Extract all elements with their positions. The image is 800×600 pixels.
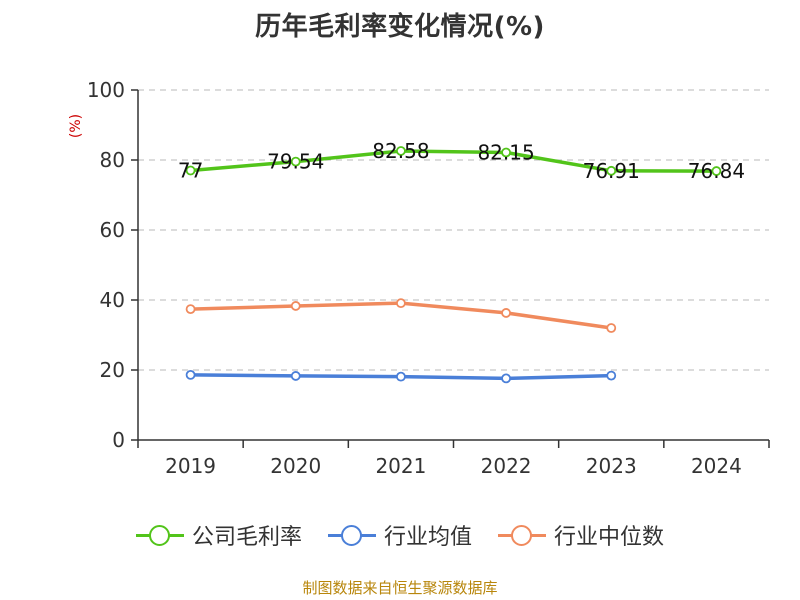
data-labels: 77 79.54 82.58 82.15 76.91 76.84 [178,139,745,183]
data-label: 82.58 [372,139,429,163]
legend-label: 行业均值 [383,525,472,550]
source-footnote: 制图数据来自恒生聚源数据库 [302,579,498,597]
data-point[interactable] [396,146,406,156]
legend-swatch-icon [327,523,376,547]
data-point[interactable] [290,371,301,381]
y-tick-label: 80 [100,148,125,172]
series-line [188,149,719,173]
y-tick-label: 20 [100,358,125,382]
data-point[interactable] [501,308,511,318]
data-label: 79.54 [267,150,324,174]
data-point[interactable] [606,165,617,176]
y-axis-unit-label: (%) [68,114,84,138]
axes: 0 20 40 60 80 100 2019 2020 2021 2022 2023 2024 [87,78,770,478]
data-point[interactable] [396,371,406,382]
x-tick-label: 2024 [691,454,742,478]
y-tick-label: 40 [100,288,125,312]
data-point[interactable] [396,298,406,309]
grid-lines [138,89,769,371]
legend-swatch-icon [498,523,546,547]
legend-label: 公司毛利率 [191,525,302,550]
data-label: 77 [178,159,203,183]
data-label: 76.91 [583,159,640,183]
data-point[interactable] [711,166,722,176]
legend-item[interactable]: 公司毛利率 [135,519,302,551]
data-point[interactable] [185,165,196,176]
data-point[interactable] [185,304,196,315]
y-tick-label: 60 [100,218,125,242]
data-label: 76.84 [688,159,745,183]
legend-item[interactable]: 行业中位数 [498,519,664,551]
chart-title: 历年毛利率变化情况(%) [255,12,545,42]
data-point[interactable] [501,373,511,384]
legend-label: 行业中位数 [554,525,665,550]
x-tick-label: 2022 [481,454,532,478]
x-tick-label: 2020 [270,454,321,478]
x-tick-label: 2021 [375,454,426,478]
x-tick-label: 2019 [165,454,216,478]
legend-swatch-icon [135,523,184,547]
legend-item[interactable]: 行业均值 [327,519,472,551]
x-tick-label: 2023 [586,454,637,478]
legend: 公司毛利率 行业均值 行业中位数 [0,519,800,551]
data-point[interactable] [501,147,511,158]
y-tick-label: 100 [87,78,125,102]
data-label: 82.15 [477,140,534,164]
y-tick-label: 0 [112,428,125,452]
data-point[interactable] [290,301,301,311]
data-point[interactable] [185,369,196,380]
series-lines [185,146,722,384]
data-point[interactable] [606,370,617,381]
data-point[interactable] [290,156,301,167]
data-point[interactable] [606,323,617,333]
